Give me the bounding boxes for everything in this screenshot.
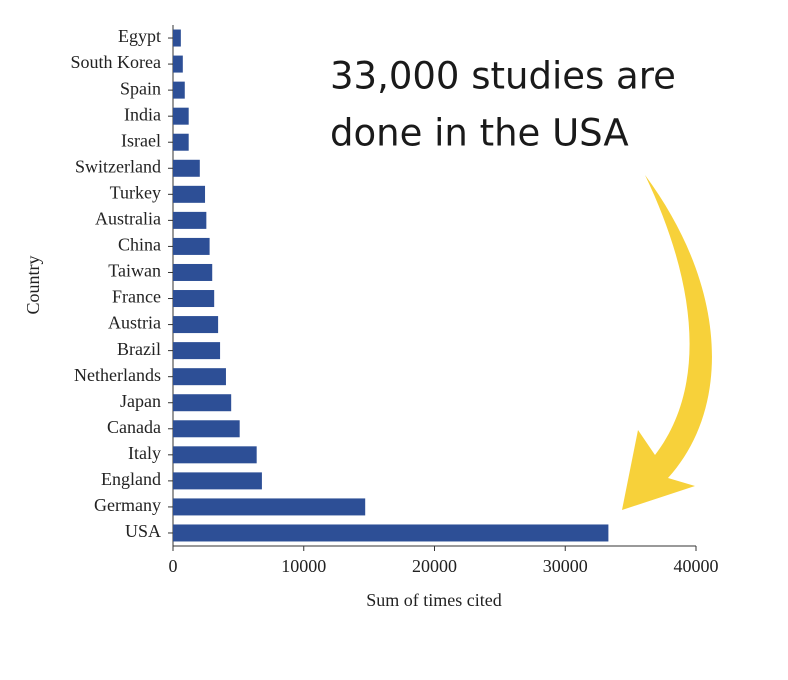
y-tick-label: Germany xyxy=(94,495,161,515)
bar xyxy=(173,211,207,229)
y-tick-label: China xyxy=(118,235,161,255)
bar xyxy=(173,159,200,177)
y-tick-label: Japan xyxy=(120,391,161,411)
y-tick-label: England xyxy=(101,469,161,489)
bar xyxy=(173,133,189,151)
y-tick-label: France xyxy=(112,287,161,307)
y-tick-label: South Korea xyxy=(71,52,161,72)
bar xyxy=(173,263,213,281)
bar xyxy=(173,394,232,412)
arrow xyxy=(622,175,712,510)
y-tick-label: Brazil xyxy=(117,339,161,359)
bar xyxy=(173,185,206,203)
y-tick-label: USA xyxy=(125,521,161,541)
bar xyxy=(173,368,226,386)
x-tick-label: 20000 xyxy=(412,556,457,576)
bar xyxy=(173,316,219,334)
y-tick-label: Austria xyxy=(108,313,161,333)
bar xyxy=(173,290,215,308)
y-tick-label: India xyxy=(124,104,161,124)
y-tick-label: Egypt xyxy=(118,26,161,46)
bar xyxy=(173,472,262,490)
bar xyxy=(173,420,240,438)
y-tick-label: Spain xyxy=(120,78,161,98)
y-tick-label: Turkey xyxy=(110,182,161,202)
y-tick-label: Canada xyxy=(107,417,161,437)
bar xyxy=(173,524,609,542)
y-tick-label: Netherlands xyxy=(74,365,161,385)
y-tick-label: Switzerland xyxy=(75,156,161,176)
bar xyxy=(173,498,366,516)
bar xyxy=(173,29,181,47)
bar xyxy=(173,342,221,360)
y-tick-label: Israel xyxy=(121,130,161,150)
x-tick-label: 0 xyxy=(169,556,178,576)
x-axis-label: Sum of times cited xyxy=(366,590,501,610)
bar xyxy=(173,446,257,464)
y-axis-label: Country xyxy=(23,255,43,314)
annotation: done in the USA xyxy=(330,112,629,155)
bar xyxy=(173,237,210,255)
bar xyxy=(173,55,183,73)
y-tick-label: Australia xyxy=(95,209,161,229)
annotation: 33,000 studies are xyxy=(330,55,676,98)
y-tick-label: Italy xyxy=(128,443,161,463)
x-tick-label: 10000 xyxy=(281,556,326,576)
x-tick-label: 30000 xyxy=(543,556,588,576)
bar xyxy=(173,107,189,125)
y-tick-label: Taiwan xyxy=(108,261,161,281)
bar xyxy=(173,81,185,99)
x-tick-label: 40000 xyxy=(674,556,719,576)
